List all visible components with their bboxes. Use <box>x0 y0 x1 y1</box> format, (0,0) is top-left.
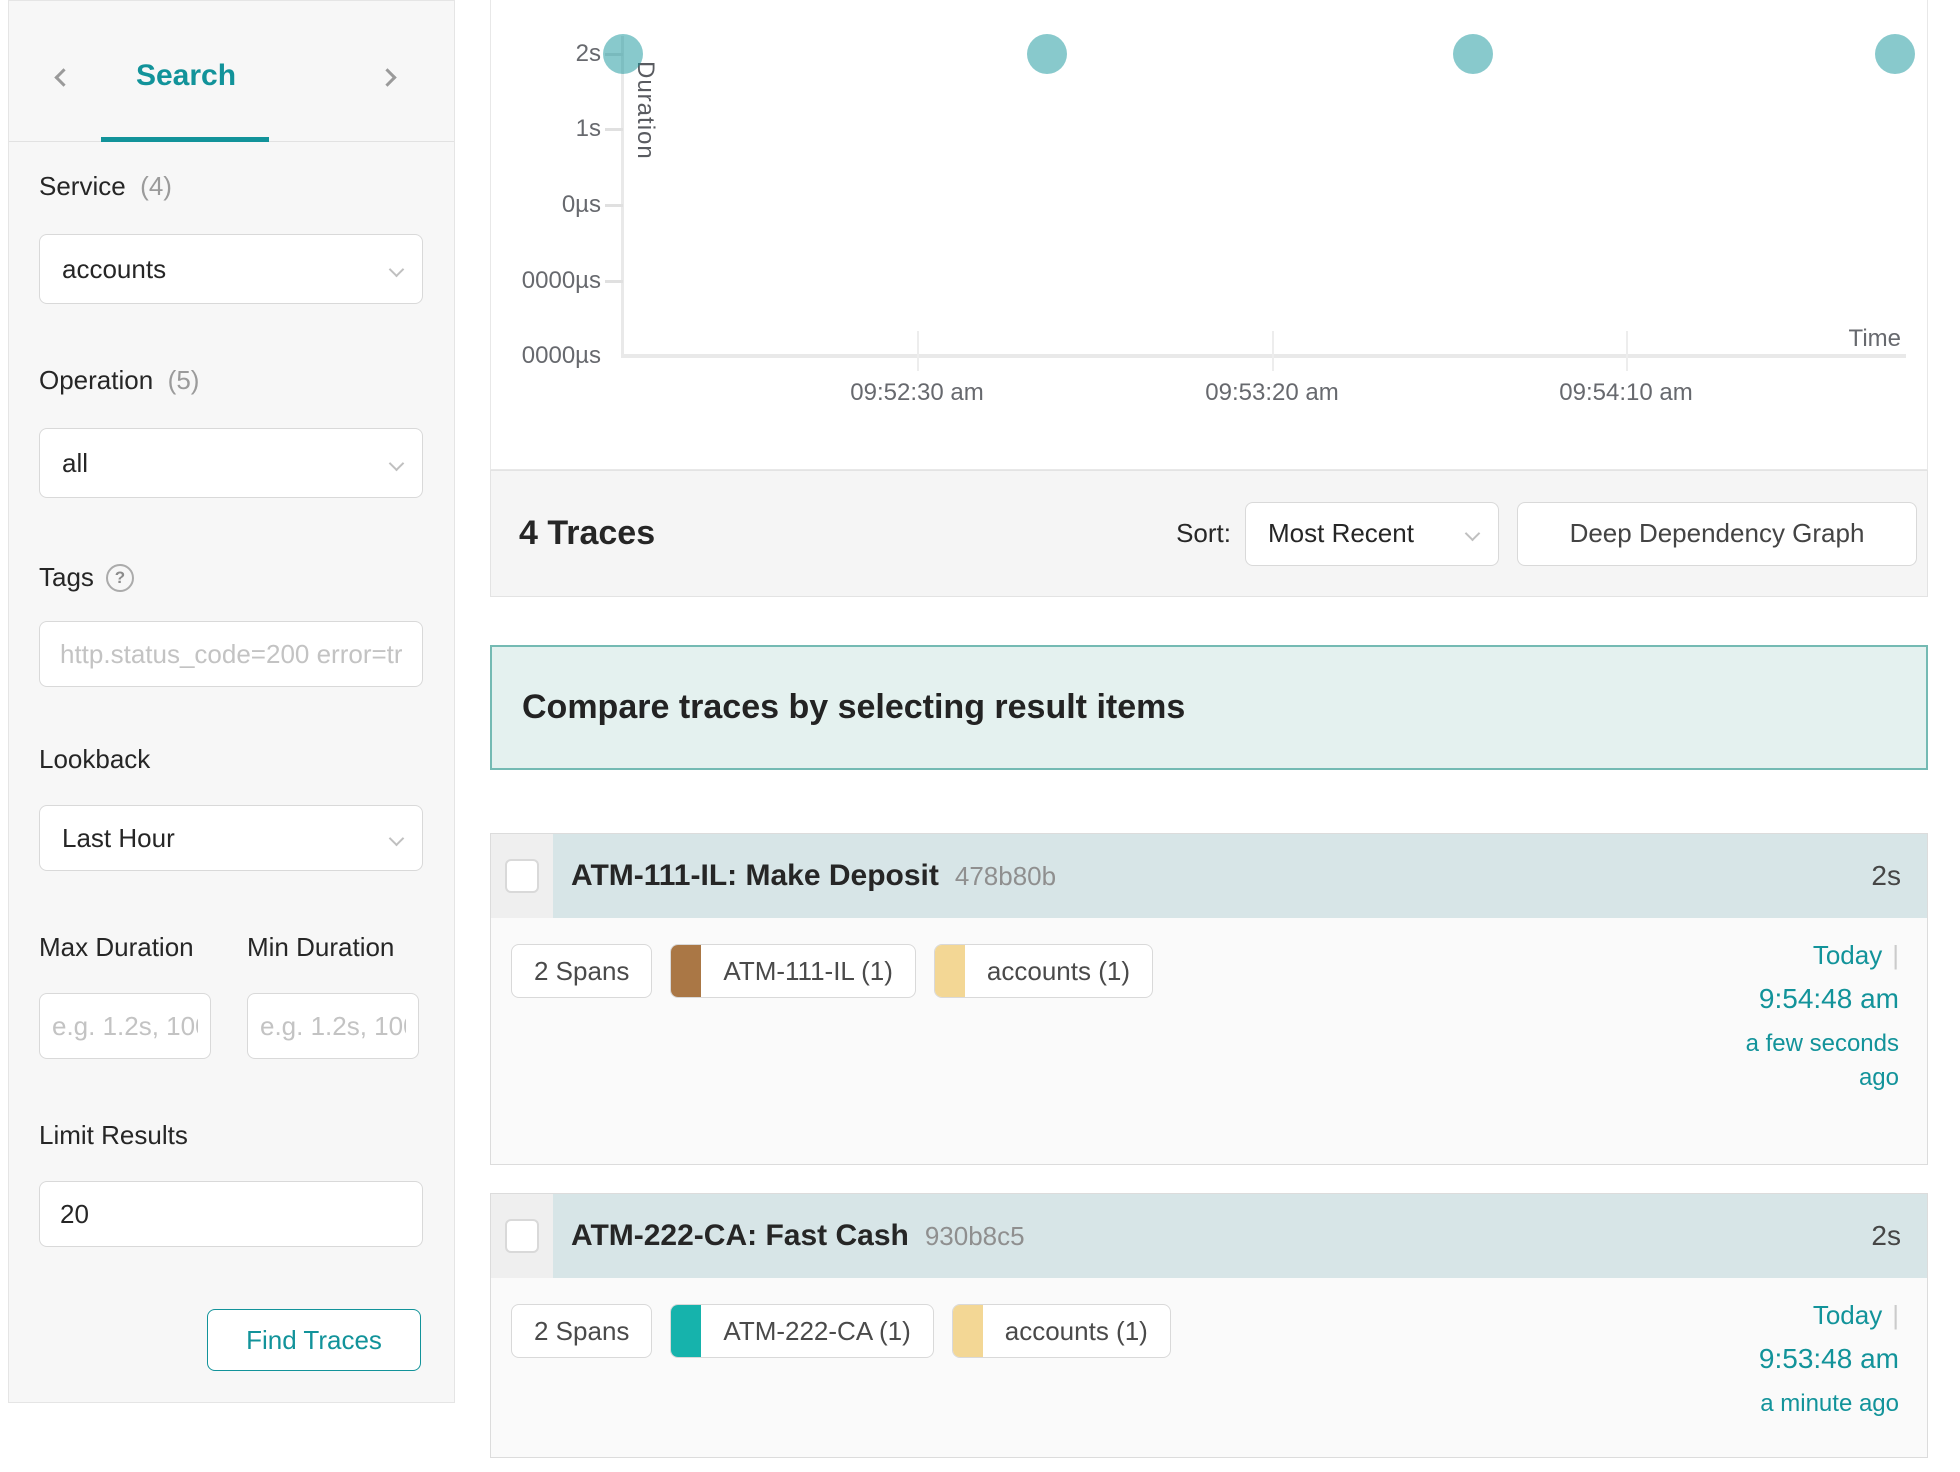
trace-duration: 2s <box>1871 1220 1901 1251</box>
trace-result-card[interactable]: ATM-111-IL: Make Deposit 478b80b 2s 2 Sp… <box>490 833 1928 1165</box>
service-select[interactable]: accounts <box>39 234 423 304</box>
chevron-left-icon[interactable] <box>54 68 73 89</box>
checkbox-column <box>491 1194 553 1278</box>
limit-results-input[interactable] <box>39 1181 423 1247</box>
trace-card-header: ATM-111-IL: Make Deposit 478b80b 2s <box>491 834 1927 918</box>
y-tick-label: 2s <box>575 40 601 67</box>
y-tick-label: 0µs <box>561 191 601 218</box>
trace-scatter-point[interactable] <box>1875 34 1915 74</box>
x-axis-line <box>621 354 1906 358</box>
trace-title[interactable]: ATM-222-CA: Fast Cash <box>571 1219 909 1252</box>
trace-relative-time: a minute ago <box>1760 1390 1899 1417</box>
chevron-down-icon <box>388 261 405 277</box>
chips-row: 2 Spans ATM-111-IL (1) accounts (1) <box>511 944 1153 998</box>
min-duration-label: Min Duration <box>247 932 395 962</box>
sort-label: Sort: <box>1176 518 1231 548</box>
service-tag: ATM-222-CA (1) <box>670 1304 934 1358</box>
min-duration-input[interactable] <box>247 993 419 1059</box>
duration-scatter-chart: 2s 1s 0µs 0000µs 0000µs Duration 09:52:3… <box>490 0 1928 470</box>
compare-banner: Compare traces by selecting result items <box>490 645 1928 770</box>
trace-title[interactable]: ATM-111-IL: Make Deposit <box>571 859 939 892</box>
trace-timestamp-box: Today | 9:54:48 am a few seconds ago <box>1714 940 1899 1095</box>
sort-select[interactable]: Most Recent <box>1245 501 1499 566</box>
service-tag: ATM-111-IL (1) <box>670 944 916 998</box>
trace-title-wrap: ATM-222-CA: Fast Cash 930b8c5 <box>553 1219 1025 1253</box>
lookback-label: Lookback <box>39 744 151 774</box>
max-duration-label: Max Duration <box>39 932 194 962</box>
trace-date[interactable]: Today <box>1812 1300 1883 1330</box>
trace-id: 930b8c5 <box>924 1221 1025 1251</box>
trace-select-checkbox[interactable] <box>505 1219 539 1253</box>
chevron-right-icon[interactable] <box>378 68 397 89</box>
find-traces-button[interactable]: Find Traces <box>207 1309 421 1371</box>
search-sidebar: Search Service (4) accounts Operation (5… <box>8 0 455 1403</box>
compare-banner-message: Compare traces by selecting result items <box>522 688 1186 726</box>
checkbox-column <box>491 834 553 918</box>
trace-scatter-point[interactable] <box>1027 34 1067 74</box>
trace-card-body: 2 Spans ATM-111-IL (1) accounts (1) Toda… <box>491 918 1927 1164</box>
results-header-bar: 4 Traces Sort: Most Recent Deep Dependen… <box>490 470 1928 597</box>
y-tick-label: 0000µs <box>521 267 601 294</box>
trace-relative-time: a few seconds ago <box>1745 1030 1899 1091</box>
trace-time[interactable]: 9:53:48 am <box>1758 1343 1899 1374</box>
y-axis-title: Duration <box>632 61 659 160</box>
service-color-swatch <box>952 1305 983 1357</box>
operation-count: (5) <box>167 365 200 395</box>
x-tick-label: 09:53:20 am <box>1205 379 1339 406</box>
trace-date[interactable]: Today <box>1812 940 1883 970</box>
help-icon[interactable]: ? <box>105 563 134 592</box>
x-tick-label: 09:54:10 am <box>1559 379 1693 406</box>
service-label: Service (4) <box>39 171 172 201</box>
service-tag: accounts (1) <box>933 944 1153 998</box>
x-axis-title: Time <box>1848 325 1901 352</box>
trace-timestamp-box: Today | 9:53:48 am a minute ago <box>1714 1300 1899 1421</box>
limit-results-label: Limit Results <box>39 1120 188 1150</box>
date-separator: | <box>1892 1300 1899 1330</box>
trace-time[interactable]: 9:54:48 am <box>1758 983 1899 1014</box>
service-color-swatch <box>671 945 702 997</box>
trace-title-wrap: ATM-111-IL: Make Deposit 478b80b <box>553 859 1056 893</box>
service-tag: accounts (1) <box>951 1304 1171 1358</box>
trace-duration: 2s <box>1871 860 1901 891</box>
search-tab-title[interactable]: Search <box>135 59 237 92</box>
tags-label: Tags ? <box>39 562 134 593</box>
chevron-down-icon <box>388 830 405 846</box>
x-tick-label: 09:52:30 am <box>850 379 984 406</box>
deep-dependency-graph-button[interactable]: Deep Dependency Graph <box>1517 501 1917 566</box>
max-duration-input[interactable] <box>39 993 211 1059</box>
tags-input[interactable] <box>39 621 423 687</box>
active-tab-underline <box>101 137 269 142</box>
trace-id: 478b80b <box>954 861 1057 891</box>
span-count-pill: 2 Spans <box>511 1304 653 1358</box>
service-color-swatch <box>934 945 965 997</box>
y-tick-label: 1s <box>575 115 601 142</box>
operation-select[interactable]: all <box>39 428 423 498</box>
operation-label: Operation (5) <box>39 365 200 395</box>
chevron-down-icon <box>1464 525 1481 542</box>
trace-count: 4 Traces <box>519 514 656 552</box>
lookback-select[interactable]: Last Hour <box>39 805 423 871</box>
trace-card-body: 2 Spans ATM-222-CA (1) accounts (1) Toda… <box>491 1278 1927 1457</box>
trace-scatter-point[interactable] <box>1453 34 1493 74</box>
chips-row: 2 Spans ATM-222-CA (1) accounts (1) <box>511 1304 1171 1358</box>
trace-select-checkbox[interactable] <box>505 859 539 893</box>
span-count-pill: 2 Spans <box>511 944 653 998</box>
trace-scatter-point[interactable] <box>603 34 643 74</box>
trace-result-card[interactable]: ATM-222-CA: Fast Cash 930b8c5 2s 2 Spans… <box>490 1193 1928 1458</box>
service-count: (4) <box>140 171 172 201</box>
y-tick-label: 0000µs <box>521 342 601 369</box>
trace-card-header: ATM-222-CA: Fast Cash 930b8c5 2s <box>491 1194 1927 1278</box>
service-color-swatch <box>671 1305 702 1357</box>
date-separator: | <box>1892 940 1899 970</box>
y-axis-line <box>621 36 624 358</box>
chevron-down-icon <box>388 455 405 471</box>
